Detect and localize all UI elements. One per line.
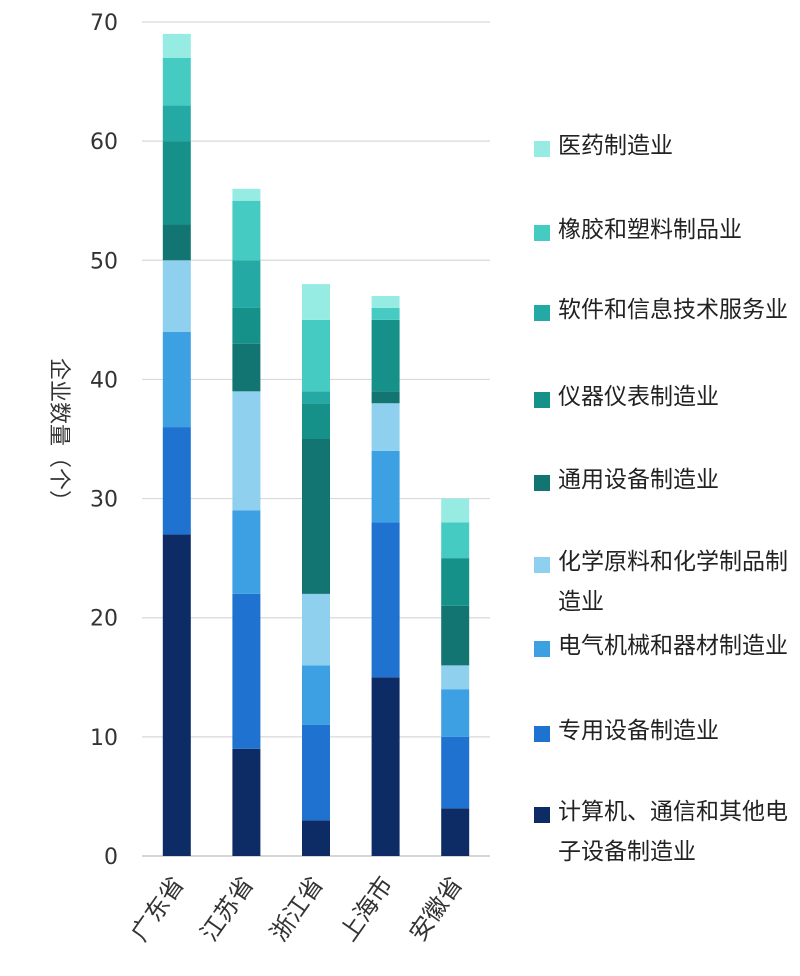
y-tick-labels: 0 10 20 30 40 50 60 70 — [90, 11, 118, 870]
legend-label: 电气机械和器材制造业 — [558, 633, 788, 659]
y-tick-label: 30 — [90, 488, 118, 513]
legend-swatch — [534, 726, 550, 742]
bar-segment — [441, 605, 470, 666]
y-tick-label: 0 — [104, 845, 118, 870]
legend-item: 医药制造业 — [534, 133, 794, 166]
bar-segment — [302, 284, 330, 320]
legend-label: 专用设备制造业 — [558, 718, 719, 744]
bar-segment — [162, 534, 191, 856]
bar-segment — [302, 593, 330, 666]
bar-segment — [302, 439, 330, 594]
bar-segment — [232, 307, 261, 344]
bar-segment — [302, 391, 330, 404]
bar-segment — [371, 522, 400, 678]
bar-segment — [441, 736, 470, 809]
bars — [162, 33, 470, 856]
x-tick-label: 安徽省 — [404, 871, 468, 946]
bar-segment — [302, 403, 330, 439]
bar-segment — [441, 689, 470, 737]
legend-label: 橡胶和塑料制品业 — [558, 217, 742, 243]
legend-swatch — [534, 141, 550, 157]
bar-segment — [371, 677, 400, 856]
bar-segment — [232, 200, 261, 261]
legend-label: 通用设备制造业 — [558, 467, 719, 493]
legend-label: 计算机、通信和其他电子设备制造业 — [558, 799, 788, 865]
legend-item: 通用设备制造业 — [534, 467, 794, 500]
y-tick-label: 70 — [90, 11, 118, 36]
bar-segment — [371, 391, 400, 404]
bar-segment — [232, 188, 261, 201]
bar-segment — [302, 820, 330, 856]
y-axis-label: 企业数量（个） — [46, 358, 71, 512]
legend-item: 仪器仪表制造业 — [534, 384, 794, 417]
legend-label: 化学原料和化学制品制造业 — [558, 549, 788, 615]
bar-segment — [441, 665, 470, 690]
bar-segment — [441, 498, 470, 523]
bar-segment — [441, 558, 470, 606]
legend-swatch — [534, 305, 550, 321]
bar-segment — [232, 510, 261, 594]
bar-segment — [162, 33, 191, 58]
y-tick-label: 10 — [90, 726, 118, 751]
legend-item: 电气机械和器材制造业 — [534, 633, 794, 666]
x-tick-label: 浙江省 — [265, 871, 329, 946]
bar-segment — [302, 724, 330, 821]
legend-item: 化学原料和化学制品制造业 — [534, 549, 794, 622]
bar-segment — [371, 403, 400, 451]
x-tick-label: 上海市 — [334, 871, 398, 946]
bar-segment — [162, 260, 191, 332]
bar-segment — [371, 307, 400, 320]
bar-segment — [302, 665, 330, 725]
bar-segment — [162, 105, 191, 142]
y-tick-label: 50 — [90, 249, 118, 274]
bar-segment — [371, 296, 400, 308]
legend-swatch — [534, 225, 550, 241]
legend-label: 仪器仪表制造业 — [558, 384, 719, 410]
legend-label: 软件和信息技术服务业 — [558, 297, 788, 323]
legend-swatch — [534, 392, 550, 408]
bar-segment — [371, 319, 400, 392]
bar-segment — [232, 391, 261, 511]
legend-item: 专用设备制造业 — [534, 718, 794, 751]
bar-segment — [441, 808, 470, 856]
bar-segment — [302, 319, 330, 392]
x-tick-labels: 广东省 江苏省 浙江省 上海市 安徽省 — [125, 871, 468, 946]
x-tick-label: 江苏省 — [195, 871, 259, 946]
legend-swatch — [534, 807, 550, 823]
legend-item: 软件和信息技术服务业 — [534, 297, 794, 330]
bar-segment — [162, 427, 191, 535]
bar-segment — [232, 343, 261, 392]
bar-segment — [232, 260, 261, 308]
legend-item: 橡胶和塑料制品业 — [534, 217, 794, 250]
x-tick-label: 广东省 — [125, 871, 189, 946]
legend-label: 医药制造业 — [558, 133, 673, 159]
bar-segment — [162, 331, 191, 428]
bar-segment — [371, 450, 400, 523]
y-tick-label: 60 — [90, 130, 118, 155]
bar-segment — [162, 224, 191, 261]
legend-swatch — [534, 557, 550, 573]
legend-swatch — [534, 641, 550, 657]
bar-segment — [232, 593, 261, 749]
bar-segment — [441, 522, 470, 559]
legend-item: 计算机、通信和其他电子设备制造业 — [534, 799, 794, 872]
bar-segment — [162, 141, 191, 225]
bar-segment — [162, 57, 191, 106]
legend-swatch — [534, 475, 550, 491]
y-tick-label: 40 — [90, 368, 118, 393]
y-tick-label: 20 — [90, 607, 118, 632]
bar-segment — [232, 748, 261, 856]
